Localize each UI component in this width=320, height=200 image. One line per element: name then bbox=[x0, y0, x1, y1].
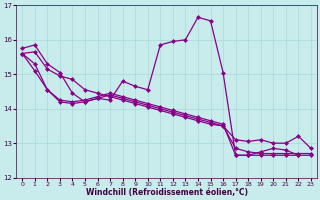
X-axis label: Windchill (Refroidissement éolien,°C): Windchill (Refroidissement éolien,°C) bbox=[85, 188, 248, 197]
